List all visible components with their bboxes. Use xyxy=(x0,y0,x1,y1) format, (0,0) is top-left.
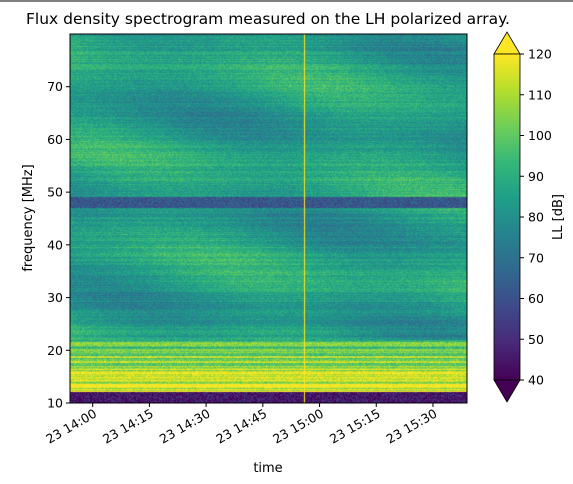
x-tick-label: 23 15:15 xyxy=(327,406,383,447)
y-tick-label: 40 xyxy=(47,237,63,252)
x-axis: 23 14:00 23 14:15 23 14:30 23 14:45 23 15:00… xyxy=(43,403,440,447)
y-tick-label: 20 xyxy=(47,343,63,358)
x-tick-label: 23 14:30 xyxy=(157,406,213,447)
y-tick-label: 10 xyxy=(47,396,63,411)
x-tick-label: 23 15:00 xyxy=(270,406,326,447)
colorbar-tick-label: 50 xyxy=(528,332,544,347)
plot-area xyxy=(69,33,468,404)
colorbar-bottom-extension xyxy=(493,379,521,403)
y-axis-label: frequency [MHz] xyxy=(21,164,36,271)
x-axis-label: time xyxy=(253,461,282,476)
colorbar-tick-label: 120 xyxy=(528,47,552,62)
colorbar-tick-label: 80 xyxy=(528,210,544,225)
colorbar-tick-label: 40 xyxy=(528,373,544,388)
y-axis: 10 20 30 40 50 60 70 xyxy=(47,79,70,411)
colorbar-ticks: 40 50 60 70 80 90 100 110 120 xyxy=(520,47,552,388)
colorbar-tick-label: 60 xyxy=(528,291,544,306)
y-tick-label: 70 xyxy=(47,79,63,94)
colorbar-label: LL [dB] xyxy=(551,194,566,240)
colorbar: 40 50 60 70 80 90 100 110 120 LL [dB] xyxy=(493,31,566,403)
x-tick-label: 23 15:30 xyxy=(384,406,440,447)
colorbar-gradient xyxy=(493,53,521,381)
y-tick-label: 60 xyxy=(47,132,63,147)
colorbar-tick-label: 110 xyxy=(528,87,552,102)
x-tick-label: 23 14:00 xyxy=(43,406,99,447)
y-tick-label: 30 xyxy=(47,290,63,305)
heatmap-canvas xyxy=(70,34,467,403)
colorbar-tick-label: 100 xyxy=(528,128,552,143)
colorbar-top-extension xyxy=(493,31,521,55)
chart-title: Flux density spectrogram measured on the… xyxy=(26,10,510,28)
x-tick-label: 23 14:45 xyxy=(213,406,269,447)
y-tick-label: 50 xyxy=(47,185,63,200)
colorbar-tick-label: 90 xyxy=(528,169,544,184)
plot-frame xyxy=(69,33,468,404)
x-tick-label: 23 14:15 xyxy=(100,406,156,447)
colorbar-tick-label: 70 xyxy=(528,250,544,265)
